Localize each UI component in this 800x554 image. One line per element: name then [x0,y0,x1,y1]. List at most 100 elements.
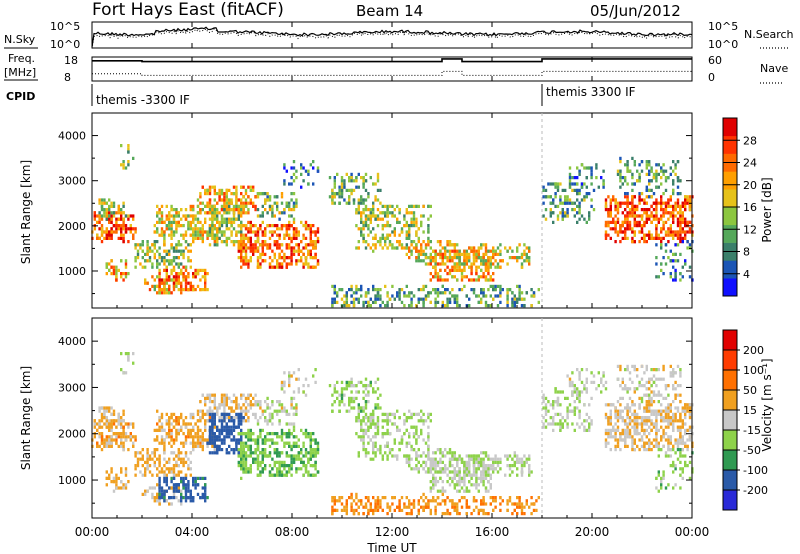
echo-cell [220,224,224,228]
echo-cell [127,227,130,231]
echo-cell [669,204,672,208]
echo-cell [141,256,144,260]
echo-cell [283,182,286,186]
echo-cell [249,464,252,468]
echo-cell [571,201,574,205]
echo-cell [489,265,492,269]
echo-cell [115,230,118,234]
echo-cell [288,470,291,474]
echo-cell [480,291,483,295]
echo-cell [151,457,154,461]
echo-cell [482,272,485,276]
echo-cell [338,192,341,196]
echo-cell [170,246,173,250]
echo-cell [297,451,300,455]
echo-cell [261,454,264,458]
echo-cell [345,297,348,301]
echo-cell [108,428,111,432]
echo-cell [156,473,159,477]
echo-cell [350,172,353,176]
echo-cell [204,188,207,192]
echo-cell [292,166,296,170]
echo-cell [244,432,248,436]
echo-cell [211,409,214,413]
echo-cell [451,256,454,260]
echo-cell [477,249,480,253]
echo-cell [415,246,418,250]
echo-cell [624,179,627,183]
echo-cell [290,224,293,228]
echo-cell [189,214,192,218]
echo-cell [122,204,125,208]
echo-cell [369,208,372,212]
echo-cell [249,467,252,471]
echo-cell [108,214,111,218]
echo-cell [396,220,399,224]
echo-cell [300,163,303,167]
echo-cell [220,396,224,400]
echo-cell [165,224,168,228]
echo-cell [204,396,207,400]
echo-cell [177,220,180,224]
echo-cell [187,227,190,231]
echo-cell [292,172,296,176]
echo-cell [134,246,137,250]
echo-cell [213,214,216,218]
echo-cell [110,441,113,445]
echo-cell [204,278,207,282]
echo-cell [578,201,581,205]
echo-cell [247,444,250,448]
echo-cell [607,195,610,199]
echo-cell [415,256,418,260]
echo-cell [288,220,291,224]
echo-cell [158,246,161,250]
echo-cell [108,406,111,410]
echo-cell [280,473,284,477]
echo-cell [180,217,183,221]
echo-cell [204,425,207,429]
echo-cell [160,435,164,439]
echo-cell [201,412,204,416]
echo-cell [170,227,173,231]
echo-cell [232,422,236,426]
echo-cell [110,470,113,474]
echo-cell [247,403,250,407]
echo-cell [292,435,296,439]
echo-cell [290,214,293,218]
echo-cell [290,464,293,468]
echo-cell [201,432,204,436]
echo-cell [583,166,586,170]
echo-cell [283,208,286,212]
echo-cell [679,217,682,221]
echo-cell [96,441,99,445]
echo-cell [331,304,334,308]
echo-cell [374,243,377,247]
echo-cell [626,163,629,167]
echo-cell [105,470,108,474]
echo-cell [189,473,192,477]
echo-cell [309,249,312,253]
echo-cell [192,448,195,452]
echo-cell [273,451,276,455]
echo-cell [230,406,233,410]
echo-cell [364,208,368,212]
echo-cell [213,240,216,244]
echo-cell [180,281,183,285]
echo-cell [441,284,444,288]
echo-cell [240,419,243,423]
echo-cell [247,470,250,474]
echo-cell [672,192,675,196]
echo-cell [153,448,156,452]
echo-cell [489,278,492,282]
echo-cell [381,233,384,237]
echo-cell [244,224,248,228]
echo-cell [309,256,312,260]
echo-cell [345,294,348,298]
echo-cell [660,198,663,202]
echo-cell [441,246,444,250]
echo-cell [201,227,204,231]
echo-cell [249,227,252,231]
echo-cell [448,243,452,247]
echo-cell [607,208,610,212]
echo-cell [148,246,152,250]
